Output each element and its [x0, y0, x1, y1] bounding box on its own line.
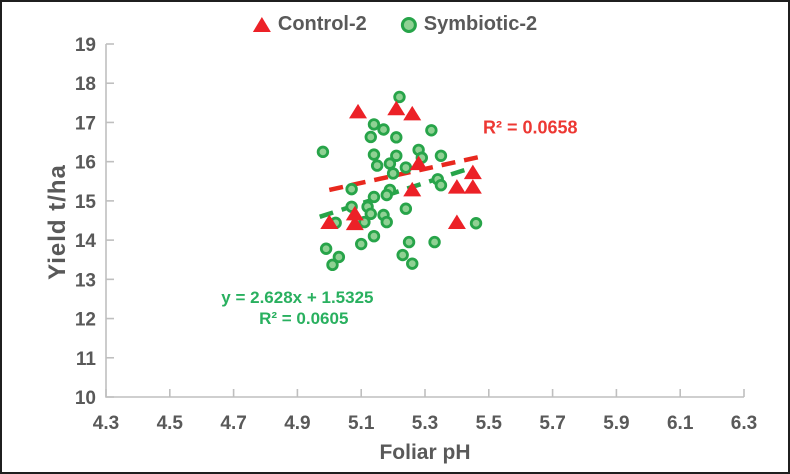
y-tick-label: 17 [75, 113, 96, 134]
x-tick-label: 6.3 [731, 413, 757, 434]
scatter-point-control-2 [349, 103, 368, 119]
scatter-point-control-2 [463, 164, 482, 180]
scatter-point-symbiotic-2 [399, 161, 413, 174]
scatter-point-control-2 [447, 214, 466, 229]
scatter-point-control-2 [345, 215, 364, 231]
triangle-marker-icon [252, 17, 271, 32]
scatter-point-symbiotic-2 [406, 257, 419, 270]
scatter-point-symbiotic-2 [383, 157, 397, 170]
scatter-point-symbiotic-2 [364, 130, 377, 144]
y-tick-label: 10 [75, 388, 96, 409]
scatter-point-symbiotic-2 [396, 248, 409, 262]
x-tick-label: 4.7 [220, 413, 246, 434]
scatter-point-symbiotic-2 [355, 237, 368, 251]
y-tick-label: 11 [76, 349, 97, 370]
scatter-point-symbiotic-2 [332, 250, 346, 264]
scatter-point-symbiotic-2 [425, 124, 438, 137]
y-tick-label: 18 [75, 74, 96, 95]
x-tick-label: 6.1 [667, 413, 694, 434]
scatter-point-symbiotic-2 [319, 242, 333, 255]
y-tick-label: 15 [75, 192, 97, 213]
scatter-point-symbiotic-2 [386, 167, 400, 180]
y-tick-label: 13 [75, 270, 96, 291]
scatter-point-control-2 [403, 181, 422, 197]
y-tick-label: 16 [75, 153, 96, 174]
scatter-point-control-2 [345, 205, 364, 221]
scatter-point-symbiotic-2 [380, 188, 393, 202]
scatter-point-control-2 [320, 214, 339, 229]
scatter-point-symbiotic-2 [402, 235, 416, 249]
scatter-point-symbiotic-2 [399, 202, 413, 215]
x-tick-label: 5.3 [412, 413, 438, 434]
legend-item-control-2: Control-2 [252, 13, 367, 36]
scatter-point-control-2 [387, 100, 406, 116]
trendline-symbiotic-2 [319, 165, 474, 219]
x-tick-label: 5.9 [603, 413, 629, 434]
scatter-point-control-2 [463, 179, 482, 194]
scatter-point-symbiotic-2 [390, 149, 403, 162]
scatter-point-symbiotic-2 [345, 182, 358, 196]
scatter-point-control-2 [447, 179, 466, 194]
scatter-point-symbiotic-2 [316, 145, 330, 159]
scatter-point-symbiotic-2 [390, 131, 403, 144]
x-tick-label: 4.5 [157, 413, 184, 434]
scatter-point-symbiotic-2 [364, 207, 377, 221]
scatter-point-symbiotic-2 [326, 258, 339, 272]
y-tick-label: 14 [75, 231, 97, 252]
x-tick-label: 5.7 [539, 413, 565, 434]
y-tick-label: 19 [75, 35, 96, 56]
scatter-point-symbiotic-2 [367, 148, 381, 161]
scatter-point-symbiotic-2 [434, 149, 448, 162]
symbiotic-r2-annotation: R² = 0.0605 [259, 308, 349, 328]
scatter-point-symbiotic-2 [367, 229, 381, 243]
scatter-point-symbiotic-2 [380, 215, 393, 229]
scatter-point-symbiotic-2 [367, 190, 381, 204]
x-tick-label: 4.3 [93, 413, 119, 434]
y-axis-title: Yield t/ha [44, 164, 71, 280]
circle-marker-icon [400, 16, 417, 33]
legend-label-control-2: Control-2 [277, 13, 367, 35]
legend-item-symbiotic-2: Symbiotic-2 [400, 13, 538, 36]
x-axis-title: Foliar pH [379, 441, 471, 464]
scatter-point-symbiotic-2 [370, 159, 384, 172]
scatter-point-symbiotic-2 [393, 90, 406, 104]
x-tick-label: 5.5 [476, 413, 503, 434]
scatter-point-symbiotic-2 [469, 217, 483, 230]
legend: Control-2 Symbiotic-2 [252, 13, 538, 36]
scatter-point-control-2 [403, 105, 422, 121]
legend-label-symbiotic-2: Symbiotic-2 [423, 13, 538, 35]
x-tick-label: 4.9 [284, 413, 310, 434]
scatter-point-symbiotic-2 [428, 235, 441, 249]
scatter-point-symbiotic-2 [367, 118, 381, 131]
axis-lines [105, 44, 744, 398]
control-r2-annotation: R² = 0.0658 [482, 117, 578, 138]
scatter-point-symbiotic-2 [434, 178, 448, 192]
scatter-point-control-2 [409, 155, 428, 171]
y-tick-label: 12 [75, 310, 96, 331]
x-tick-label: 5.1 [348, 413, 375, 434]
scatter-point-symbiotic-2 [377, 123, 390, 136]
symbiotic-equation-annotation: y = 2.628x + 1.5325 [221, 287, 374, 307]
